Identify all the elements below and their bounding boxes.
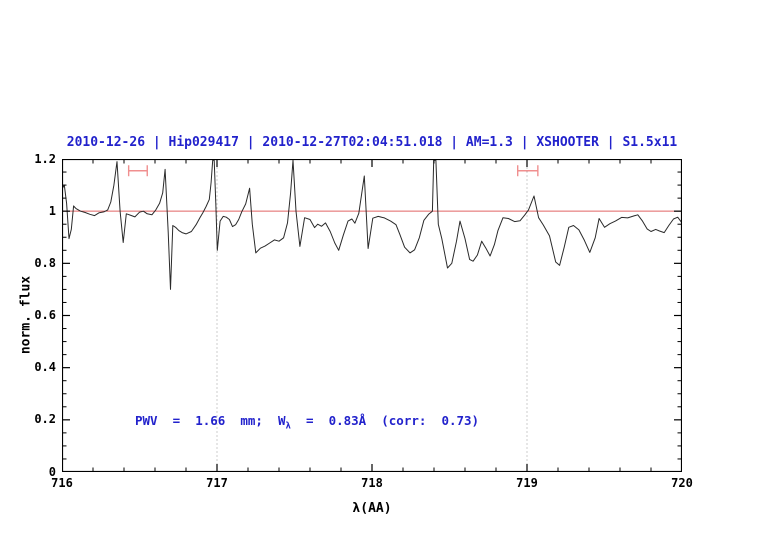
pwv-annotation-lambda-subscript: λ (285, 421, 291, 432)
y-tick-label: 0.4 (34, 360, 56, 375)
spectrum-line (62, 159, 682, 290)
y-axis-label: norm. flux (18, 275, 34, 355)
x-tick-label: 720 (671, 476, 693, 490)
plot-title: 2010-12-26 | Hip029417 | 2010-12-27T02:0… (66, 135, 678, 150)
pwv-annotation-part1: PWV = 1.66 mm; W (135, 413, 286, 428)
spectrum-chart (62, 159, 682, 472)
x-axis-label: λ(AA) (352, 501, 392, 516)
y-tick-label: 1.2 (34, 151, 56, 166)
x-tick-label: 719 (516, 476, 538, 490)
x-tick-label: 716 (51, 476, 73, 490)
x-tick-label: 717 (206, 476, 228, 490)
y-tick-label: 0.6 (34, 308, 56, 322)
y-tick-label: 1 (48, 203, 56, 218)
x-tick-label: 718 (361, 476, 383, 490)
plot-frame (62, 159, 682, 472)
y-tick-label: 0 (48, 464, 56, 479)
pwv-annotation-part2: = 0.83Å (corr: 0.73) (290, 413, 480, 428)
y-tick-label: 0.2 (34, 412, 56, 427)
pwv-annotation: PWV = 1.66 mm; Wλ = 0.83Å (corr: 0.73) (135, 413, 479, 432)
y-tick-label: 0.8 (34, 255, 56, 270)
